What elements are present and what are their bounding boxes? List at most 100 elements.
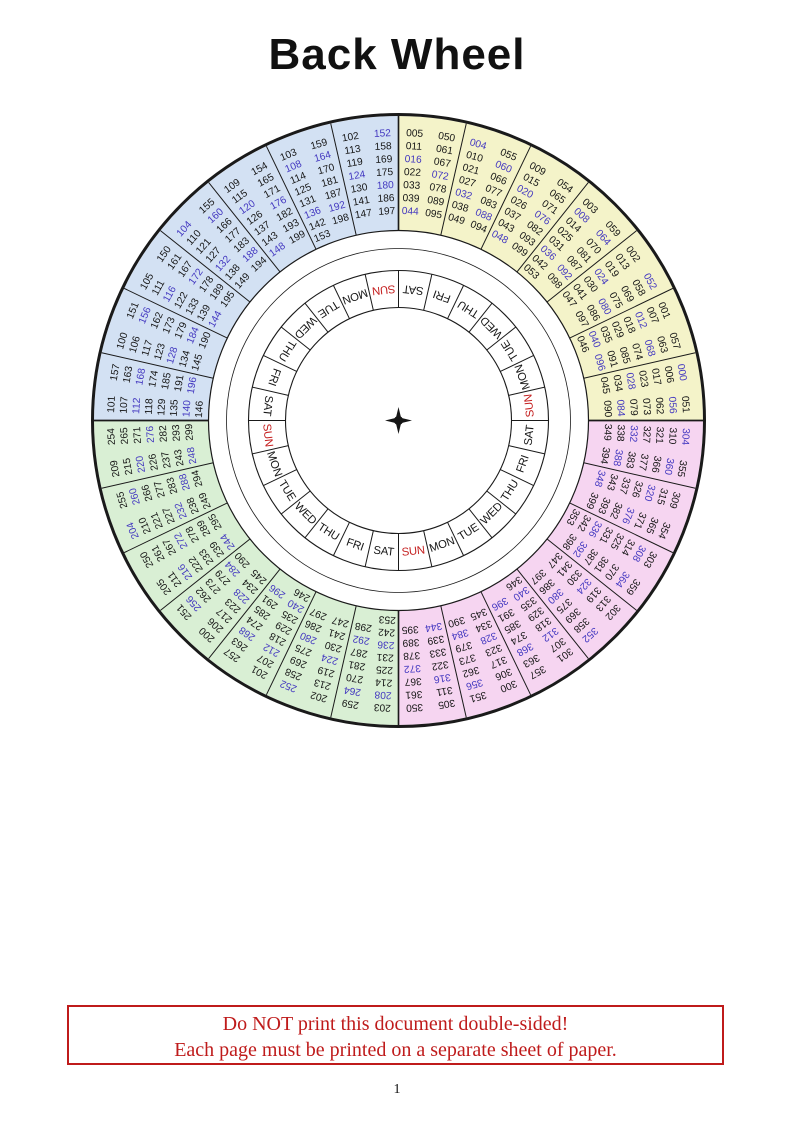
- year-number: 266: [140, 483, 155, 503]
- year-number: 287: [350, 645, 369, 659]
- year-number: 140: [181, 400, 193, 418]
- year-number: 033: [403, 180, 421, 192]
- day-label: WED: [292, 500, 319, 527]
- year-number: 282: [158, 425, 170, 443]
- day-label: THU: [499, 478, 521, 504]
- wheel-cell-divider: [440, 605, 467, 718]
- day-label: MON: [341, 286, 369, 306]
- year-number: 373: [457, 651, 477, 666]
- year-number: 208: [374, 688, 392, 700]
- year-number: 343: [604, 472, 619, 492]
- day-label: TUE: [315, 298, 341, 320]
- wheel-cell-divider: [101, 462, 214, 489]
- year-number: 360: [662, 457, 676, 476]
- year-number: 389: [402, 636, 420, 648]
- wheel-cell-divider: [480, 145, 532, 250]
- year-number: 259: [341, 696, 360, 710]
- day-ring-divider: [508, 445, 545, 455]
- year-number: 348: [592, 469, 607, 489]
- year-number: 028: [623, 372, 637, 391]
- day-label: SUN: [371, 282, 395, 297]
- year-number: 118: [144, 398, 156, 415]
- year-number: 253: [378, 613, 396, 625]
- year-number: 084: [614, 399, 626, 417]
- day-ring-divider: [252, 386, 289, 396]
- day-ring-divider: [508, 386, 545, 396]
- year-number: 264: [343, 684, 362, 698]
- day-ring-divider: [252, 445, 289, 455]
- day-ring-divider: [263, 354, 297, 372]
- year-number: 311: [435, 684, 453, 698]
- year-number: 191: [173, 374, 187, 393]
- year-number: 224: [320, 651, 340, 666]
- year-number: 309: [666, 490, 681, 510]
- wheel-cell-divider: [516, 182, 589, 273]
- year-number: 074: [629, 342, 644, 362]
- day-ring-divider: [364, 274, 374, 311]
- year-number: 378: [403, 649, 421, 661]
- year-number: 349: [601, 423, 613, 441]
- day-label: FRI: [432, 287, 453, 304]
- year-number: 388: [610, 448, 624, 467]
- year-number: 175: [376, 167, 394, 179]
- wheel-cell-divider: [546, 230, 637, 303]
- year-number: 320: [642, 483, 657, 503]
- year-number: 192: [327, 200, 347, 215]
- year-number: 168: [134, 367, 148, 386]
- year-number: 146: [194, 400, 206, 418]
- year-number: 096: [592, 353, 607, 373]
- day-label: SUN: [401, 544, 425, 559]
- wheel-circle: [226, 248, 571, 593]
- wheel-cell-divider: [208, 568, 281, 659]
- year-number: 006: [662, 365, 676, 384]
- year-number: 321: [653, 426, 665, 444]
- wheel-cell-divider: [569, 287, 674, 339]
- year-number: 079: [627, 399, 639, 417]
- quadrant-years-300-399-sector: [398, 420, 703, 725]
- year-number: 316: [433, 671, 452, 685]
- year-number: 372: [403, 662, 421, 674]
- year-number: 027: [457, 175, 477, 190]
- year-number: 288: [178, 472, 193, 492]
- year-number: 021: [461, 162, 481, 177]
- day-ring-divider: [486, 490, 517, 515]
- year-number: 202: [309, 688, 329, 703]
- page-number: 1: [393, 1082, 401, 1097]
- year-number: 145: [190, 353, 205, 373]
- day-label: TUE: [499, 337, 521, 363]
- day-label: FRI: [514, 454, 531, 475]
- year-number: 332: [627, 425, 639, 443]
- year-number: 338: [614, 424, 626, 442]
- year-number: 248: [186, 446, 200, 465]
- day-label: FRI: [265, 367, 282, 388]
- year-number: 022: [404, 167, 422, 179]
- day-label: SAT: [523, 424, 537, 446]
- year-number: 016: [404, 154, 422, 166]
- year-number: 187: [324, 187, 344, 202]
- year-number: 298: [354, 620, 373, 634]
- year-number: 164: [313, 150, 333, 165]
- year-number: 310: [666, 427, 678, 445]
- year-number: 186: [377, 193, 395, 205]
- back-wheel-svg: 0050110160220330390440500610670720780890…: [91, 113, 706, 728]
- year-number: 390: [446, 614, 466, 629]
- year-number: 124: [348, 169, 367, 183]
- year-number: 112: [131, 397, 143, 414]
- year-number: 241: [327, 626, 347, 641]
- wheel-cell-divider: [583, 352, 696, 379]
- year-number: 255: [115, 490, 130, 510]
- year-number: 100: [115, 331, 130, 351]
- day-ring-divider: [468, 508, 493, 539]
- year-number: 344: [424, 620, 443, 634]
- year-number: 004: [468, 137, 488, 152]
- year-number: 163: [122, 365, 136, 384]
- day-ring-divider: [500, 354, 534, 372]
- wheel-cell-divider: [546, 538, 637, 611]
- year-number: 117: [140, 339, 155, 358]
- year-number: 000: [675, 363, 689, 382]
- day-ring-divider: [280, 326, 311, 351]
- day-label: WED: [478, 314, 505, 341]
- year-number: 281: [347, 658, 366, 672]
- year-number: 213: [313, 676, 333, 691]
- day-ring-divider: [364, 530, 374, 567]
